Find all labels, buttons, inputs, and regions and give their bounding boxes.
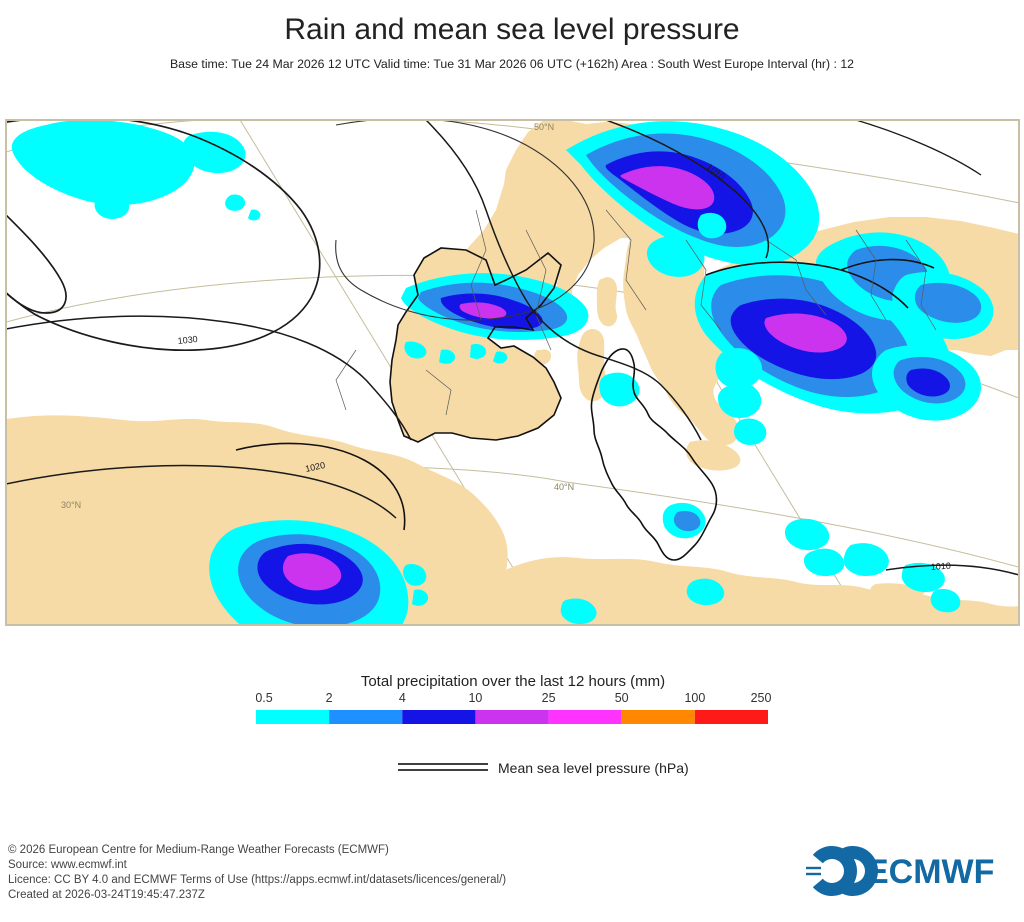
- svg-text:50: 50: [615, 693, 629, 705]
- svg-text:50°N: 50°N: [534, 122, 554, 132]
- svg-text:0.5: 0.5: [256, 693, 273, 705]
- svg-text:40°N: 40°N: [554, 482, 574, 492]
- svg-text:100: 100: [684, 693, 705, 705]
- svg-text:1030: 1030: [177, 334, 198, 346]
- svg-text:ECMWF: ECMWF: [866, 853, 994, 891]
- svg-text:4: 4: [399, 693, 406, 705]
- svg-text:1010: 1010: [930, 561, 951, 572]
- svg-text:250: 250: [751, 693, 772, 705]
- svg-text:10: 10: [468, 693, 482, 705]
- svg-text:25: 25: [542, 693, 556, 705]
- svg-text:30°N: 30°N: [61, 500, 81, 510]
- svg-text:2: 2: [326, 693, 333, 705]
